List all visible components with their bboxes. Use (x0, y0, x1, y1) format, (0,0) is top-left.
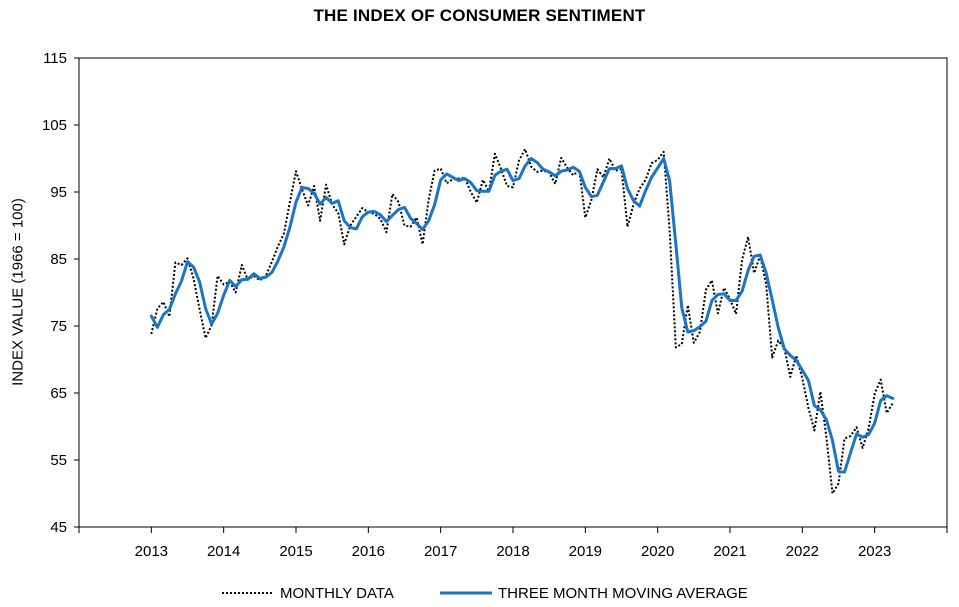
y-tick-label: 45 (50, 519, 67, 536)
legend-swatch-solid (440, 591, 492, 595)
x-tick-label: 2015 (279, 543, 312, 560)
y-tick-label: 65 (50, 385, 67, 402)
legend-label-monthly: MONTHLY DATA (280, 584, 394, 602)
x-tick-label: 2017 (424, 543, 457, 560)
y-tick-label: 75 (50, 318, 67, 335)
y-axis: 45 55 65 75 85 95 105 115 (42, 50, 79, 536)
legend-swatch-dotted (222, 592, 274, 594)
x-tick-label: 2014 (207, 543, 240, 560)
x-tick-label: 2020 (641, 543, 674, 560)
x-tick-label: 2018 (496, 543, 529, 560)
series-layer (149, 148, 895, 495)
legend-label-moving-average: THREE MONTH MOVING AVERAGE (498, 584, 748, 602)
x-tick-label: 2016 (352, 543, 385, 560)
x-tick-label: 2013 (135, 543, 168, 560)
legend-item-monthly: MONTHLY DATA (222, 582, 394, 604)
legend: MONTHLY DATA THREE MONTH MOVING AVERAGE (0, 582, 959, 604)
legend-item-moving-average: THREE MONTH MOVING AVERAGE (440, 582, 748, 604)
y-tick-label: 55 (50, 452, 67, 469)
y-tick-label: 95 (50, 184, 67, 201)
x-tick-label: 2019 (569, 543, 602, 560)
y-tick-label: 105 (42, 117, 67, 134)
x-tick-label: 2023 (858, 543, 891, 560)
chart-title: THE INDEX OF CONSUMER SENTIMENT (313, 6, 646, 25)
plot-frame (78, 57, 948, 528)
x-tick-label: 2021 (713, 543, 746, 560)
y-tick-label: 85 (50, 251, 67, 268)
x-tick-label: 2022 (786, 543, 819, 560)
series-line-monthly (150, 148, 894, 495)
y-tick-label: 115 (43, 50, 67, 67)
series-line-moving-average (149, 157, 895, 474)
x-axis: 2013 2014 2015 2016 2017 2018 2019 2020 2021 2022… (78, 527, 948, 560)
